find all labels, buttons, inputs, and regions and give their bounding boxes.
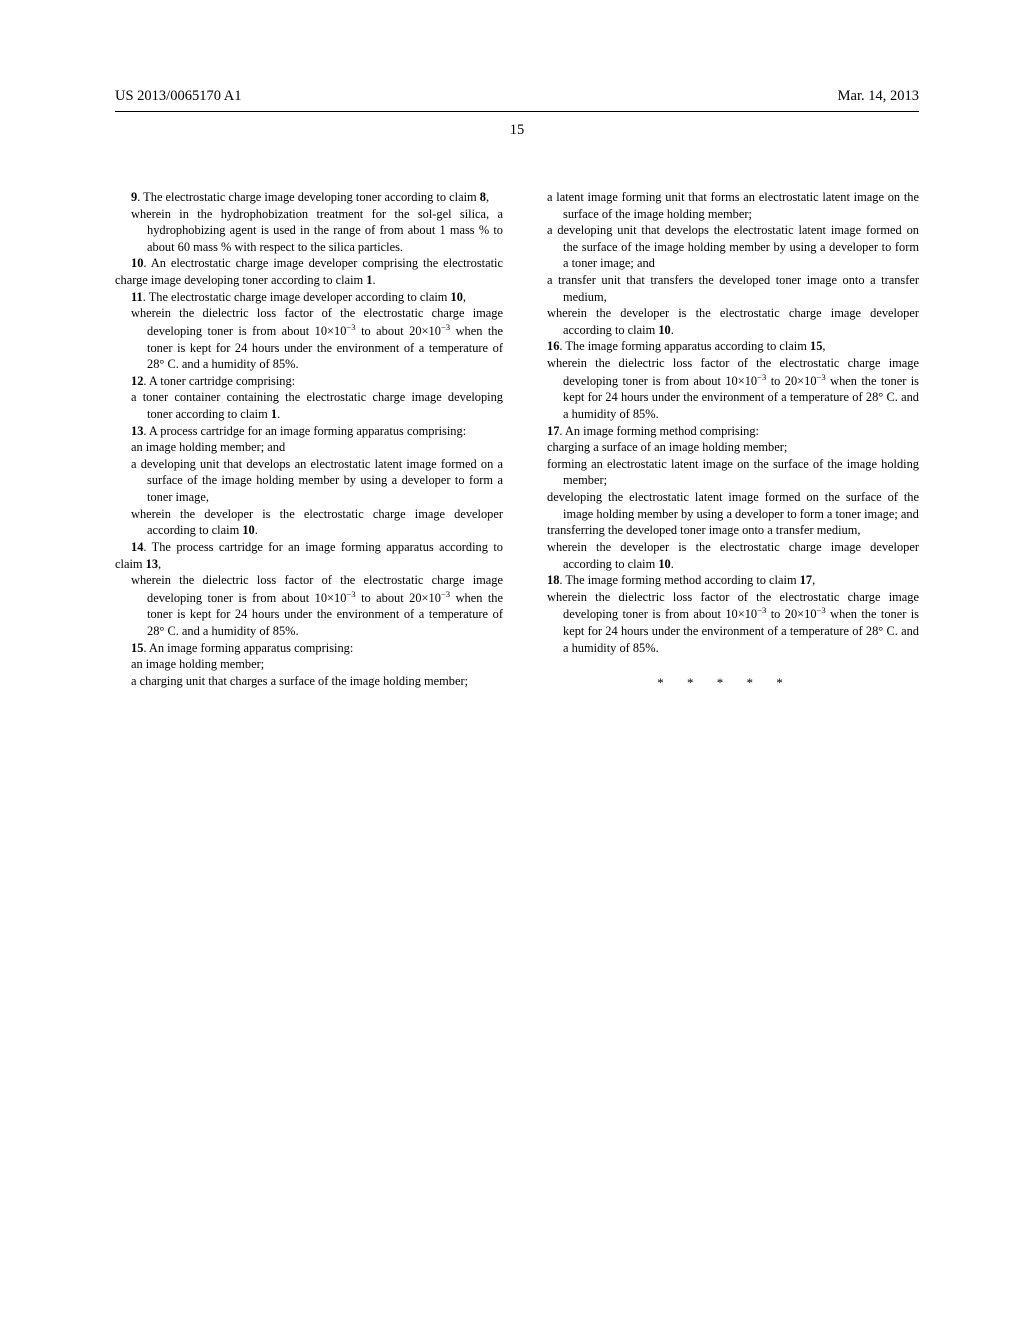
end-marks: * * * * * [531, 674, 919, 691]
header-divider [115, 111, 919, 112]
claim-9-intro: 9. The electrostatic charge image develo… [115, 189, 503, 206]
claim-15-body-2: a charging unit that charges a surface o… [115, 673, 503, 690]
publication-date: Mar. 14, 2013 [838, 88, 919, 105]
claim-13-intro: 13. A process cartridge for an image for… [115, 423, 503, 440]
claim-12-body: a toner container containing the electro… [115, 389, 503, 422]
claim-15-body-5: a transfer unit that transfers the devel… [531, 272, 919, 305]
claim-15-body-6: wherein the developer is the electrostat… [531, 305, 919, 338]
claim-17-body-2: forming an electrostatic latent image on… [531, 456, 919, 489]
claim-17-body-1: charging a surface of an image holding m… [531, 439, 919, 456]
content-columns: 9. The electrostatic charge image develo… [115, 189, 919, 692]
claim-11-intro: 11. The electrostatic charge image devel… [115, 289, 503, 306]
claim-13-body-1: an image holding member; and [115, 439, 503, 456]
claim-10: 10. An electrostatic charge image develo… [115, 255, 503, 288]
claim-15-body-3: a latent image forming unit that forms a… [531, 189, 919, 222]
claim-15-intro: 15. An image forming apparatus comprisin… [115, 640, 503, 657]
claim-17-body-5: wherein the developer is the electrostat… [531, 539, 919, 572]
claim-14-body: wherein the dielectric loss factor of th… [115, 572, 503, 640]
claim-13-body-3: wherein the developer is the electrostat… [115, 506, 503, 539]
left-column: 9. The electrostatic charge image develo… [115, 189, 503, 692]
claim-13-body-2: a developing unit that develops an elect… [115, 456, 503, 506]
claim-15-body-1: an image holding member; [115, 656, 503, 673]
publication-number: US 2013/0065170 A1 [115, 88, 242, 105]
claim-16-body: wherein the dielectric loss factor of th… [531, 355, 919, 423]
claim-17-body-3: developing the electrostatic latent imag… [531, 489, 919, 522]
claim-18-body: wherein the dielectric loss factor of th… [531, 589, 919, 657]
right-column: a latent image forming unit that forms a… [531, 189, 919, 692]
claim-12-intro: 12. A toner cartridge comprising: [115, 373, 503, 390]
claim-17-intro: 17. An image forming method comprising: [531, 423, 919, 440]
claim-17-body-4: transferring the developed toner image o… [531, 522, 919, 539]
claim-16-intro: 16. The image forming apparatus accordin… [531, 338, 919, 355]
page-number: 15 [115, 122, 919, 139]
claim-18-intro: 18. The image forming method according t… [531, 572, 919, 589]
claim-15-body-4: a developing unit that develops the elec… [531, 222, 919, 272]
claim-11-body: wherein the dielectric loss factor of th… [115, 305, 503, 373]
header: US 2013/0065170 A1 Mar. 14, 2013 [115, 88, 919, 105]
claim-9-body: wherein in the hydrophobization treatmen… [115, 206, 503, 256]
claim-14-intro: 14. The process cartridge for an image f… [115, 539, 503, 572]
